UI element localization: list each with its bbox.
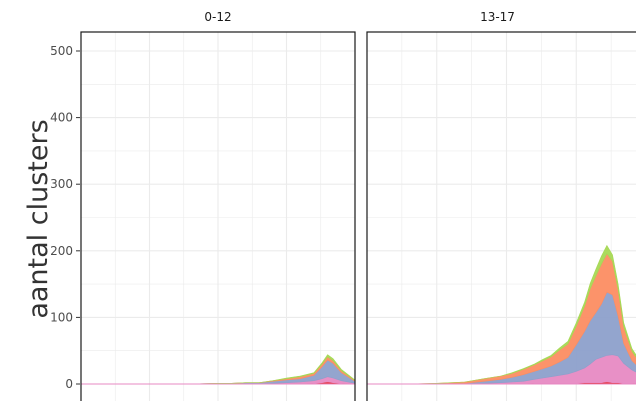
y-tick-label-5: 500 <box>50 44 73 58</box>
facet-panels: 0-12 13-17 <box>80 10 636 401</box>
panel-border-0 <box>80 31 356 401</box>
area-green-1 <box>367 244 636 385</box>
panel-title-0: 0-12 <box>204 10 231 24</box>
panel-border-1 <box>366 31 636 401</box>
y-tick-label-2: 200 <box>50 244 73 258</box>
panel-1: 13-17 <box>366 10 636 401</box>
y-axis-label: aantal clusters <box>23 119 54 318</box>
y-tick-label-3: 300 <box>50 177 73 191</box>
panel-0: 0-12 <box>80 10 356 401</box>
y-tick-label-1: 100 <box>50 310 73 324</box>
y-axis: 0 100 200 300 400 500 <box>50 44 80 391</box>
panel-title-1: 13-17 <box>480 10 515 24</box>
y-tick-label-0: 0 <box>65 377 73 391</box>
y-tick-label-4: 400 <box>50 111 73 125</box>
